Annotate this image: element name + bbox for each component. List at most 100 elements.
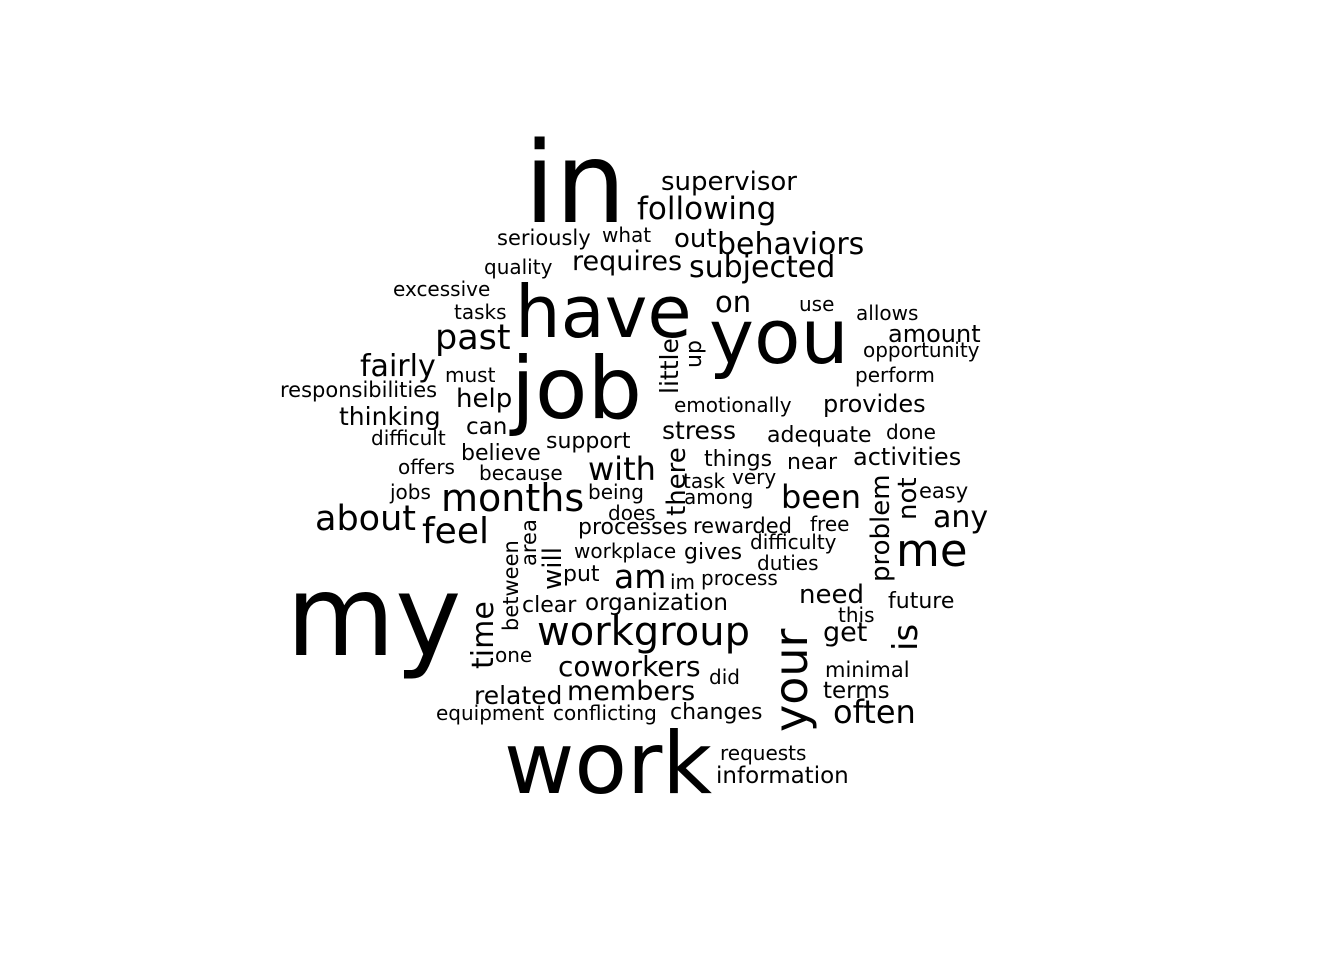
- word-members: members: [567, 676, 695, 707]
- word-support: support: [546, 429, 631, 454]
- word-seriously: seriously: [497, 226, 591, 250]
- word-can: can: [466, 414, 507, 440]
- word-gives: gives: [684, 540, 742, 565]
- word-supervisor: supervisor: [661, 167, 797, 197]
- word-what: what: [602, 223, 651, 247]
- word-in: in: [524, 119, 626, 249]
- word-fairly: fairly: [360, 349, 436, 384]
- word-use: use: [799, 292, 834, 316]
- word-must: must: [445, 363, 496, 387]
- word-allows: allows: [856, 301, 918, 325]
- word-emotionally: emotionally: [674, 393, 792, 417]
- word-am: am: [614, 557, 666, 596]
- word-following: following: [637, 191, 776, 227]
- word-need: need: [799, 580, 864, 610]
- word-have: have: [515, 270, 692, 354]
- word-subjected: subjected: [689, 250, 835, 285]
- word-me: me: [896, 524, 968, 577]
- word-believe: believe: [461, 441, 541, 466]
- word-help: help: [456, 384, 512, 414]
- word-get: get: [823, 617, 867, 648]
- word-stress: stress: [662, 416, 736, 445]
- word-did: did: [709, 665, 740, 689]
- word-problem: problem: [866, 474, 896, 582]
- word-being: being: [588, 480, 644, 504]
- word-is: is: [886, 624, 926, 651]
- word-quality: quality: [484, 255, 553, 279]
- word-there: there: [662, 447, 692, 516]
- word-conflicting: conflicting: [553, 701, 657, 725]
- word-workplace: workplace: [574, 539, 676, 563]
- word-your: your: [764, 628, 818, 732]
- word-changes: changes: [670, 700, 762, 725]
- word-free: free: [810, 512, 849, 536]
- word-months: months: [441, 476, 584, 520]
- word-been: been: [781, 478, 861, 516]
- word-equipment: equipment: [436, 701, 544, 725]
- word-put: put: [563, 562, 600, 587]
- word-amount: amount: [888, 320, 981, 348]
- word-behaviors: behaviors: [717, 227, 864, 262]
- word-activities: activities: [853, 443, 961, 471]
- word-tasks: tasks: [454, 300, 507, 324]
- word-process: process: [701, 566, 778, 590]
- word-processes: processes: [578, 515, 688, 540]
- word-very: very: [732, 465, 776, 489]
- word-not: not: [893, 477, 923, 520]
- word-my: my: [286, 552, 461, 682]
- word-does: does: [608, 501, 656, 525]
- word-near: near: [787, 450, 838, 475]
- word-up: up: [682, 340, 707, 368]
- word-on: on: [715, 285, 751, 319]
- word-future: future: [888, 589, 954, 614]
- word-between: between: [499, 540, 523, 631]
- word-feel: feel: [422, 511, 489, 552]
- word-any: any: [933, 500, 988, 535]
- word-among: among: [684, 485, 753, 509]
- word-excessive: excessive: [393, 277, 490, 301]
- word-responsibilities: responsibilities: [280, 378, 437, 402]
- word-will: will: [538, 547, 568, 590]
- word-out: out: [674, 224, 717, 254]
- word-done: done: [886, 420, 936, 444]
- word-related: related: [474, 681, 562, 710]
- word-rewarded: rewarded: [693, 514, 792, 538]
- word-workgroup: workgroup: [537, 609, 750, 655]
- word-im: im: [670, 570, 695, 594]
- word-about: about: [315, 499, 416, 539]
- word-because: because: [479, 461, 563, 485]
- word-offers: offers: [398, 455, 455, 479]
- word-time: time: [466, 601, 501, 669]
- word-area: area: [517, 519, 541, 566]
- word-things: things: [704, 447, 772, 472]
- word-terms: terms: [823, 678, 890, 704]
- word-often: often: [833, 693, 916, 731]
- word-past: past: [435, 318, 511, 358]
- word-jobs: jobs: [389, 480, 431, 504]
- word-difficult: difficult: [371, 426, 446, 450]
- word-requests: requests: [720, 741, 806, 765]
- word-adequate: adequate: [767, 423, 872, 448]
- word-requires: requires: [572, 246, 682, 277]
- word-easy: easy: [919, 479, 968, 503]
- word-minimal: minimal: [825, 658, 910, 682]
- word-duties: duties: [757, 551, 819, 575]
- word-you: you: [709, 292, 849, 381]
- word-information: information: [716, 763, 849, 789]
- word-perform: perform: [855, 363, 935, 387]
- word-provides: provides: [823, 390, 926, 418]
- word-clear: clear: [522, 593, 577, 618]
- word-difficulty: difficulty: [750, 530, 837, 554]
- word-this: this: [838, 603, 875, 627]
- word-task: task: [683, 469, 726, 493]
- word-opportunity: opportunity: [863, 338, 980, 362]
- word-job: job: [509, 339, 642, 439]
- word-one: one: [495, 643, 532, 667]
- word-with: with: [588, 450, 656, 488]
- word-thinking: thinking: [339, 402, 441, 431]
- word-work: work: [504, 714, 712, 814]
- word-little: little: [655, 338, 684, 394]
- word-organization: organization: [585, 590, 728, 616]
- word-coworkers: coworkers: [558, 650, 701, 683]
